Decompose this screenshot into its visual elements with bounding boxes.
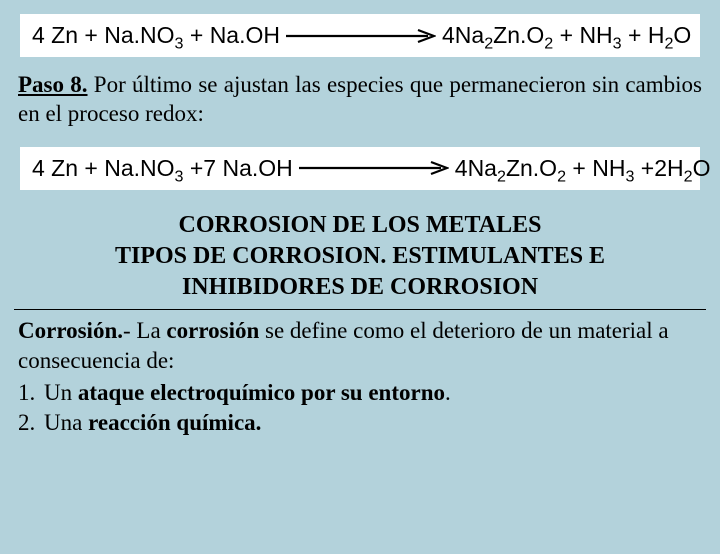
t: Un: [44, 380, 78, 405]
step-paragraph: Paso 8. Por último se ajustan las especi…: [18, 71, 702, 129]
sub: 2: [544, 35, 553, 53]
t: + NH: [566, 155, 625, 181]
sub: 2: [684, 167, 693, 185]
t: 4Na: [442, 22, 484, 48]
reaction-arrow-icon: [286, 28, 436, 44]
list-text: Un ataque electroquímico por su entorno.: [44, 378, 451, 408]
eq2-left: 4 Zn + Na.NO3 +7 Na.OH: [32, 155, 293, 182]
t: +2H: [634, 155, 683, 181]
t: Zn.O: [506, 155, 557, 181]
heading-line-2: TIPOS DE CORROSION. ESTIMULANTES E: [20, 241, 700, 272]
t: Una: [44, 410, 88, 435]
t: 4 Zn + Na.NO: [32, 22, 175, 48]
definition-paragraph: Corrosión.- La corrosión se define como …: [18, 316, 702, 376]
list-item: 2. Una reacción química.: [18, 408, 702, 438]
step-label: Paso 8.: [18, 72, 88, 97]
list-number: 1.: [18, 378, 44, 408]
eq2-right: 4Na2Zn.O2 + NH3 +2H2O: [455, 155, 711, 182]
def-sep: - La: [123, 318, 166, 343]
heading-line-1: CORROSION DE LOS METALES: [20, 210, 700, 241]
t: 4Na: [455, 155, 497, 181]
t: Zn.O: [493, 22, 544, 48]
t: .: [445, 380, 451, 405]
t: + H: [622, 22, 665, 48]
sub: 3: [613, 35, 622, 53]
t: + NH: [553, 22, 612, 48]
term-corrosion: Corrosión.: [18, 318, 123, 343]
list-text: Una reacción química.: [44, 408, 261, 438]
equation-1: 4 Zn + Na.NO3 + Na.OH 4Na2Zn.O2 + NH3 + …: [20, 14, 700, 57]
t: + Na.OH: [183, 22, 280, 48]
equation-2: 4 Zn + Na.NO3 +7 Na.OH 4Na2Zn.O2 + NH3 +…: [20, 147, 700, 190]
heading-line-3: INHIBIDORES DE CORROSION: [20, 272, 700, 303]
sub: 2: [497, 167, 506, 185]
term-corrosion-2: corrosión: [166, 318, 259, 343]
bold-term: ataque electroquímico por su entorno: [78, 380, 445, 405]
step-body: Por último se ajustan las especies que p…: [18, 72, 702, 126]
bold-term: reacción química.: [88, 410, 261, 435]
eq1-left: 4 Zn + Na.NO3 + Na.OH: [32, 22, 280, 49]
sub: 2: [557, 167, 566, 185]
divider: [14, 309, 706, 310]
reaction-arrow-icon: [299, 160, 449, 176]
t: 4 Zn + Na.NO: [32, 155, 175, 181]
t: +7 Na.OH: [183, 155, 292, 181]
list-item: 1. Un ataque electroquímico por su entor…: [18, 378, 702, 408]
sub: 2: [484, 35, 493, 53]
section-heading: CORROSION DE LOS METALES TIPOS DE CORROS…: [20, 210, 700, 304]
t: O: [693, 155, 711, 181]
definition-list: 1. Un ataque electroquímico por su entor…: [18, 378, 702, 438]
t: O: [673, 22, 691, 48]
list-number: 2.: [18, 408, 44, 438]
eq1-right: 4Na2Zn.O2 + NH3 + H2O: [442, 22, 691, 49]
